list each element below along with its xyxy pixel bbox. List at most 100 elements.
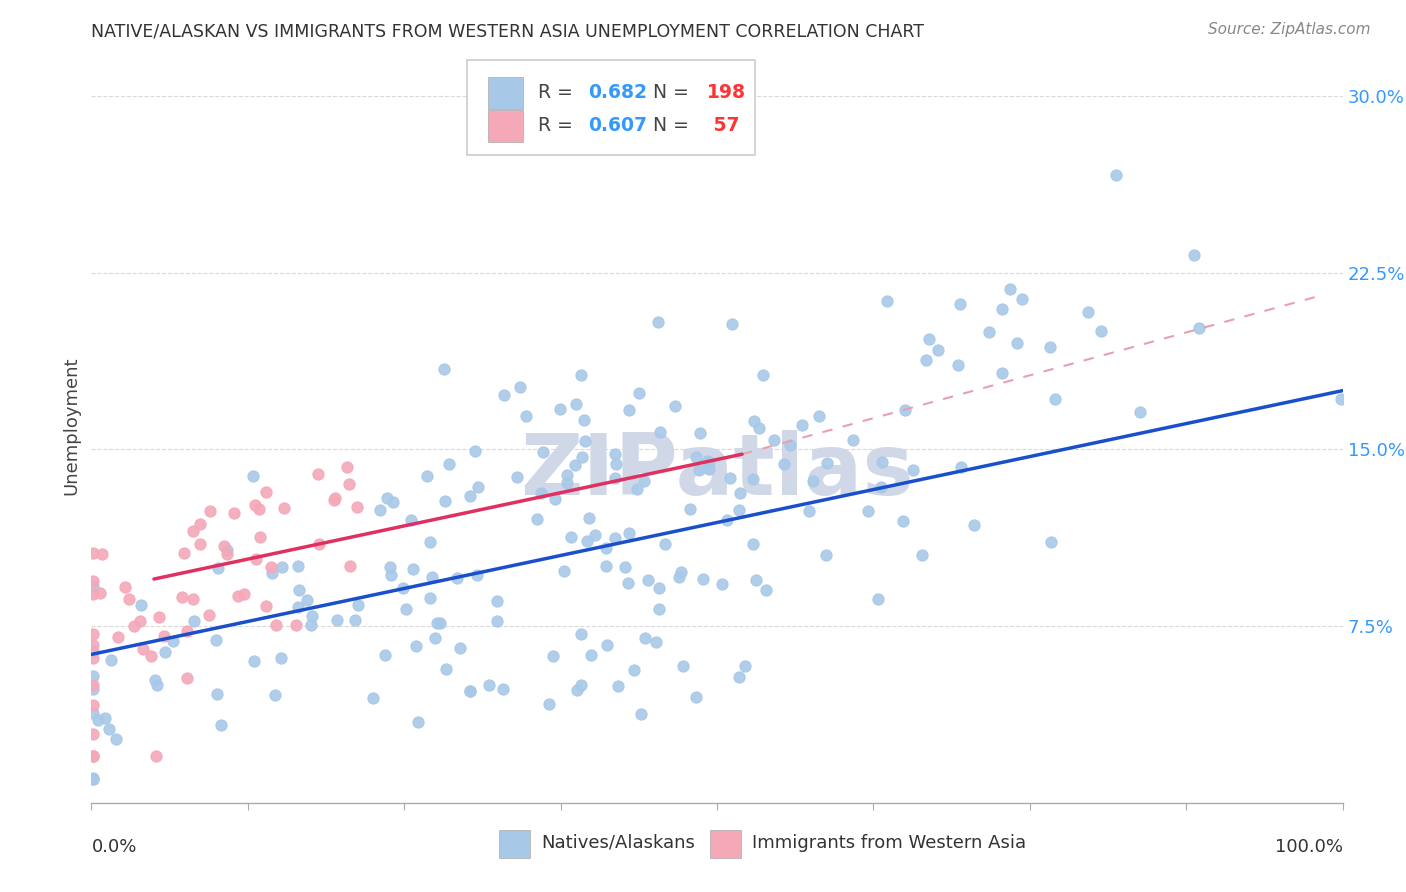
Point xyxy=(429,615,451,630)
Point xyxy=(260,566,283,581)
Point xyxy=(1182,248,1205,262)
Text: 57: 57 xyxy=(707,117,740,136)
Point xyxy=(378,560,401,574)
Point xyxy=(82,678,104,692)
Point xyxy=(578,511,600,525)
Point xyxy=(710,577,733,591)
Point xyxy=(617,525,640,540)
Point xyxy=(245,552,267,566)
Text: R =: R = xyxy=(538,83,579,103)
Point xyxy=(564,458,586,472)
Text: N =: N = xyxy=(641,117,695,136)
Point xyxy=(669,565,692,579)
Point xyxy=(946,358,969,372)
Point xyxy=(745,573,768,587)
Text: R =: R = xyxy=(538,117,579,136)
Point xyxy=(697,462,720,476)
Point xyxy=(141,649,163,664)
Point xyxy=(301,608,323,623)
Point xyxy=(82,772,104,787)
Point xyxy=(100,653,122,667)
Point xyxy=(271,560,294,574)
Point xyxy=(82,650,104,665)
Point xyxy=(326,613,349,627)
Point xyxy=(560,531,582,545)
Point xyxy=(104,731,127,746)
Point xyxy=(143,673,166,687)
Point xyxy=(382,495,405,509)
Point xyxy=(87,713,110,727)
Point xyxy=(118,592,141,607)
Point xyxy=(808,409,831,423)
Text: 0.0%: 0.0% xyxy=(91,838,136,856)
Point xyxy=(209,718,232,732)
Point xyxy=(176,671,198,685)
Text: ZIPatlas: ZIPatlas xyxy=(520,430,914,513)
Point xyxy=(434,493,457,508)
Point xyxy=(506,470,529,484)
Point xyxy=(927,343,949,358)
Point xyxy=(626,483,648,497)
Point xyxy=(172,591,194,605)
Point xyxy=(991,366,1014,380)
Point xyxy=(204,632,226,647)
Point xyxy=(799,504,821,518)
Point xyxy=(645,634,668,648)
Point xyxy=(571,450,593,465)
Point xyxy=(205,687,228,701)
Point xyxy=(515,409,537,423)
Point xyxy=(402,562,425,576)
Point xyxy=(288,583,311,598)
Point xyxy=(801,474,824,488)
Y-axis label: Unemployment: Unemployment xyxy=(62,357,80,495)
Point xyxy=(215,547,238,561)
Point xyxy=(361,690,384,705)
Point xyxy=(492,681,515,696)
Point xyxy=(270,651,292,665)
Point xyxy=(437,457,460,471)
Point xyxy=(433,362,456,376)
Point xyxy=(526,511,548,525)
Point xyxy=(814,548,837,562)
Point xyxy=(89,586,111,600)
Point xyxy=(619,403,641,417)
Point xyxy=(207,561,229,575)
Point xyxy=(1039,340,1062,354)
Point xyxy=(664,399,686,413)
Point xyxy=(763,433,786,447)
Point xyxy=(1129,405,1152,419)
Point xyxy=(162,634,184,648)
Point xyxy=(595,541,617,555)
Point xyxy=(374,648,396,663)
Point xyxy=(406,714,429,729)
Point xyxy=(557,476,579,491)
Point xyxy=(82,643,104,657)
Point xyxy=(416,469,439,483)
Point xyxy=(247,501,270,516)
Point xyxy=(773,457,796,471)
Point xyxy=(82,627,104,641)
Point xyxy=(564,397,586,411)
Point xyxy=(188,517,211,532)
Point xyxy=(544,492,567,507)
Point xyxy=(82,727,104,741)
Point xyxy=(264,689,287,703)
Point xyxy=(242,469,264,483)
Point xyxy=(273,501,295,516)
Point xyxy=(486,614,509,628)
Point xyxy=(380,568,402,582)
FancyBboxPatch shape xyxy=(488,77,523,109)
Point xyxy=(950,459,973,474)
Point xyxy=(672,659,695,673)
Text: Natives/Alaskans: Natives/Alaskans xyxy=(541,834,695,852)
Point xyxy=(82,638,104,652)
Point xyxy=(1090,325,1112,339)
Point xyxy=(323,493,346,508)
Point xyxy=(464,444,486,458)
Point xyxy=(264,618,287,632)
Point xyxy=(122,619,145,633)
Point xyxy=(728,503,751,517)
Point xyxy=(742,414,765,428)
Point xyxy=(633,474,655,488)
Point xyxy=(893,514,915,528)
